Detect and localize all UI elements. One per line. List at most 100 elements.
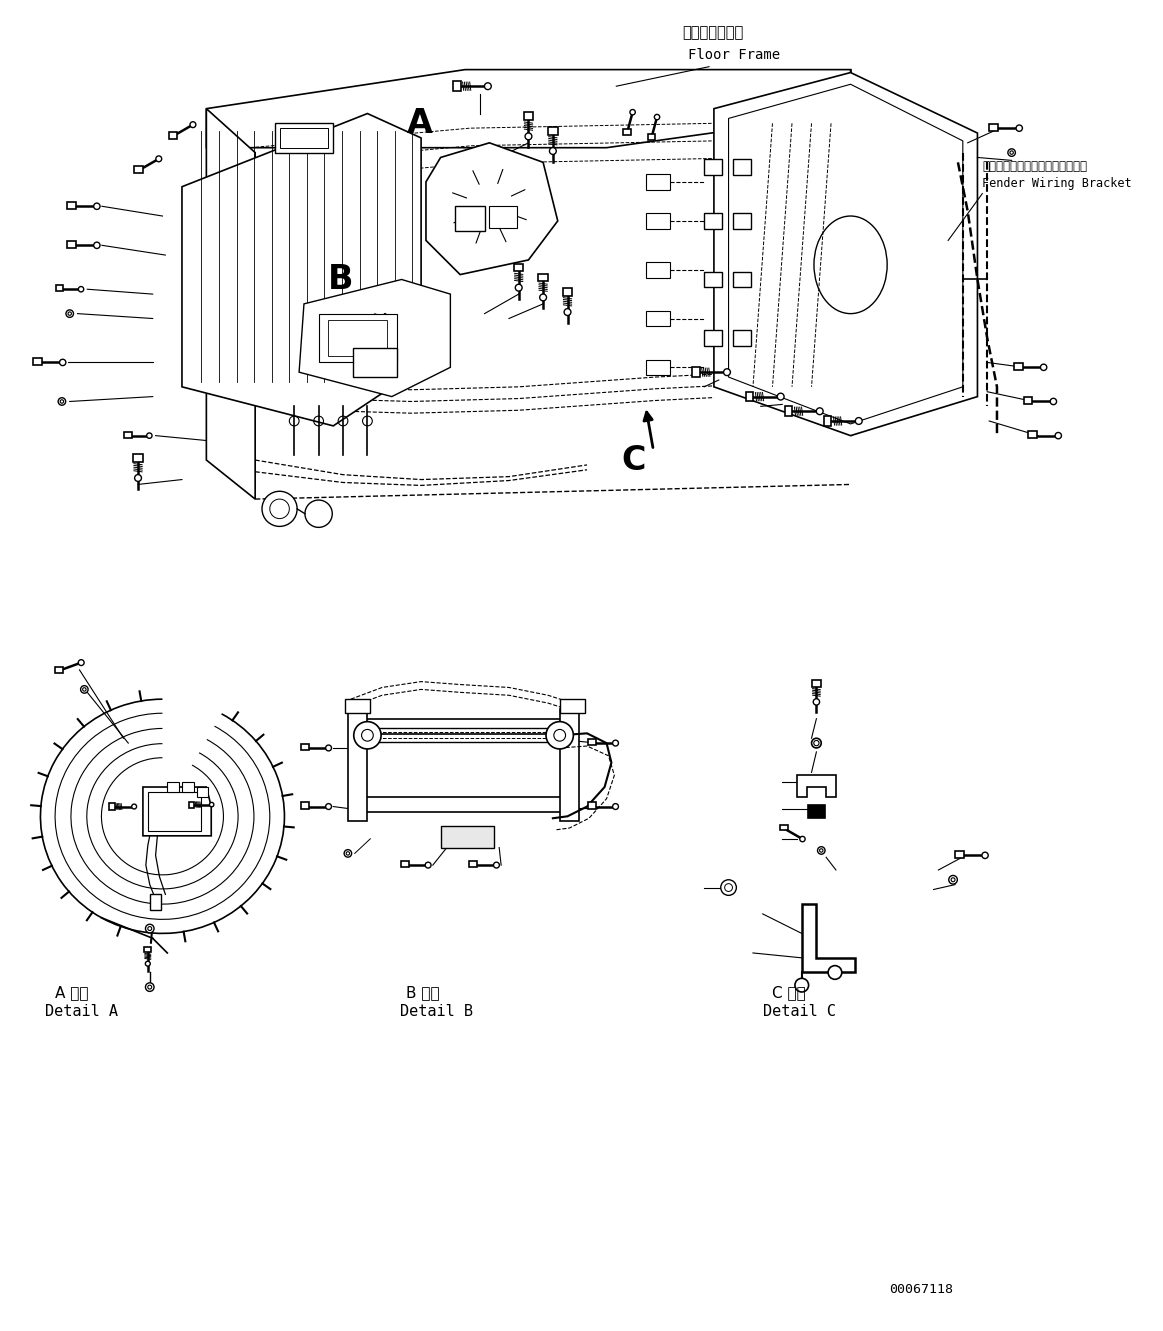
Circle shape — [344, 849, 351, 857]
Text: Fender Wiring Bracket: Fender Wiring Bracket — [983, 177, 1132, 190]
Circle shape — [814, 740, 819, 745]
Bar — [55, 667, 63, 673]
Bar — [319, 314, 397, 362]
Text: C 詳細: C 詳細 — [772, 985, 806, 1000]
Polygon shape — [181, 113, 421, 426]
Circle shape — [547, 721, 573, 749]
Text: フェンダワイヤリングブラケット: フェンダワイヤリングブラケット — [983, 160, 1087, 173]
Circle shape — [816, 407, 823, 415]
Circle shape — [1008, 149, 1015, 156]
Circle shape — [131, 804, 136, 809]
Circle shape — [94, 242, 100, 249]
Circle shape — [549, 148, 556, 154]
Circle shape — [1050, 398, 1056, 405]
Bar — [623, 129, 630, 134]
Circle shape — [795, 978, 808, 992]
Bar — [301, 744, 309, 751]
Circle shape — [145, 924, 154, 933]
Circle shape — [354, 721, 381, 749]
Bar — [169, 132, 177, 138]
Circle shape — [209, 803, 214, 807]
Bar — [345, 699, 370, 713]
Bar — [990, 124, 998, 130]
Circle shape — [156, 156, 162, 162]
Circle shape — [564, 309, 571, 315]
Circle shape — [190, 121, 195, 128]
Bar — [167, 783, 179, 792]
Bar — [734, 160, 751, 176]
Bar — [328, 321, 387, 355]
Circle shape — [540, 294, 547, 301]
Circle shape — [1016, 125, 1022, 132]
Circle shape — [820, 849, 823, 852]
Polygon shape — [143, 787, 212, 836]
Circle shape — [818, 847, 825, 855]
Bar — [704, 330, 722, 346]
Bar — [704, 160, 722, 176]
Bar — [441, 827, 494, 848]
Circle shape — [147, 433, 152, 438]
Circle shape — [855, 418, 862, 425]
Circle shape — [60, 399, 64, 403]
Circle shape — [1055, 433, 1062, 439]
Bar — [734, 213, 751, 229]
Circle shape — [94, 204, 100, 209]
Circle shape — [1009, 150, 1013, 154]
Polygon shape — [559, 709, 579, 821]
Bar — [812, 680, 821, 687]
Circle shape — [828, 965, 842, 980]
Polygon shape — [426, 142, 558, 274]
Bar — [780, 824, 787, 831]
Circle shape — [305, 500, 333, 527]
Circle shape — [812, 739, 821, 748]
Circle shape — [721, 880, 736, 896]
Bar — [648, 134, 655, 140]
Polygon shape — [797, 775, 836, 797]
Bar — [514, 264, 523, 272]
Bar — [67, 241, 76, 248]
Circle shape — [326, 745, 331, 751]
Bar — [135, 166, 143, 173]
Text: A: A — [406, 106, 433, 140]
Bar — [109, 803, 115, 811]
Bar — [144, 946, 151, 952]
Text: 00067118: 00067118 — [890, 1283, 954, 1295]
Bar — [734, 330, 751, 346]
Polygon shape — [348, 709, 368, 821]
Bar — [704, 213, 722, 229]
Bar — [352, 797, 577, 812]
Circle shape — [326, 804, 331, 809]
Bar — [400, 861, 409, 868]
Text: Detail C: Detail C — [763, 1005, 836, 1020]
Circle shape — [67, 311, 71, 315]
Circle shape — [426, 862, 431, 868]
Text: Floor Frame: Floor Frame — [687, 48, 779, 61]
Bar — [181, 783, 194, 792]
Bar — [955, 851, 964, 858]
Polygon shape — [206, 69, 850, 148]
Bar — [352, 719, 577, 735]
Text: C: C — [621, 443, 645, 476]
Circle shape — [148, 926, 151, 930]
Bar — [352, 347, 397, 377]
Circle shape — [800, 836, 805, 841]
Bar — [645, 213, 670, 229]
Circle shape — [723, 369, 730, 375]
Bar — [745, 391, 754, 402]
Circle shape — [80, 685, 88, 693]
Circle shape — [145, 961, 150, 966]
Bar — [538, 273, 548, 281]
Circle shape — [982, 852, 989, 858]
Bar — [785, 406, 792, 417]
Bar — [645, 262, 670, 278]
Circle shape — [949, 876, 957, 884]
Bar — [301, 803, 309, 809]
Bar — [150, 894, 162, 910]
Bar — [33, 358, 42, 365]
Bar — [523, 112, 534, 120]
Circle shape — [66, 310, 73, 317]
Bar — [197, 787, 208, 797]
Text: B 詳細: B 詳細 — [406, 985, 440, 1000]
Bar — [823, 417, 832, 426]
Polygon shape — [206, 109, 255, 499]
